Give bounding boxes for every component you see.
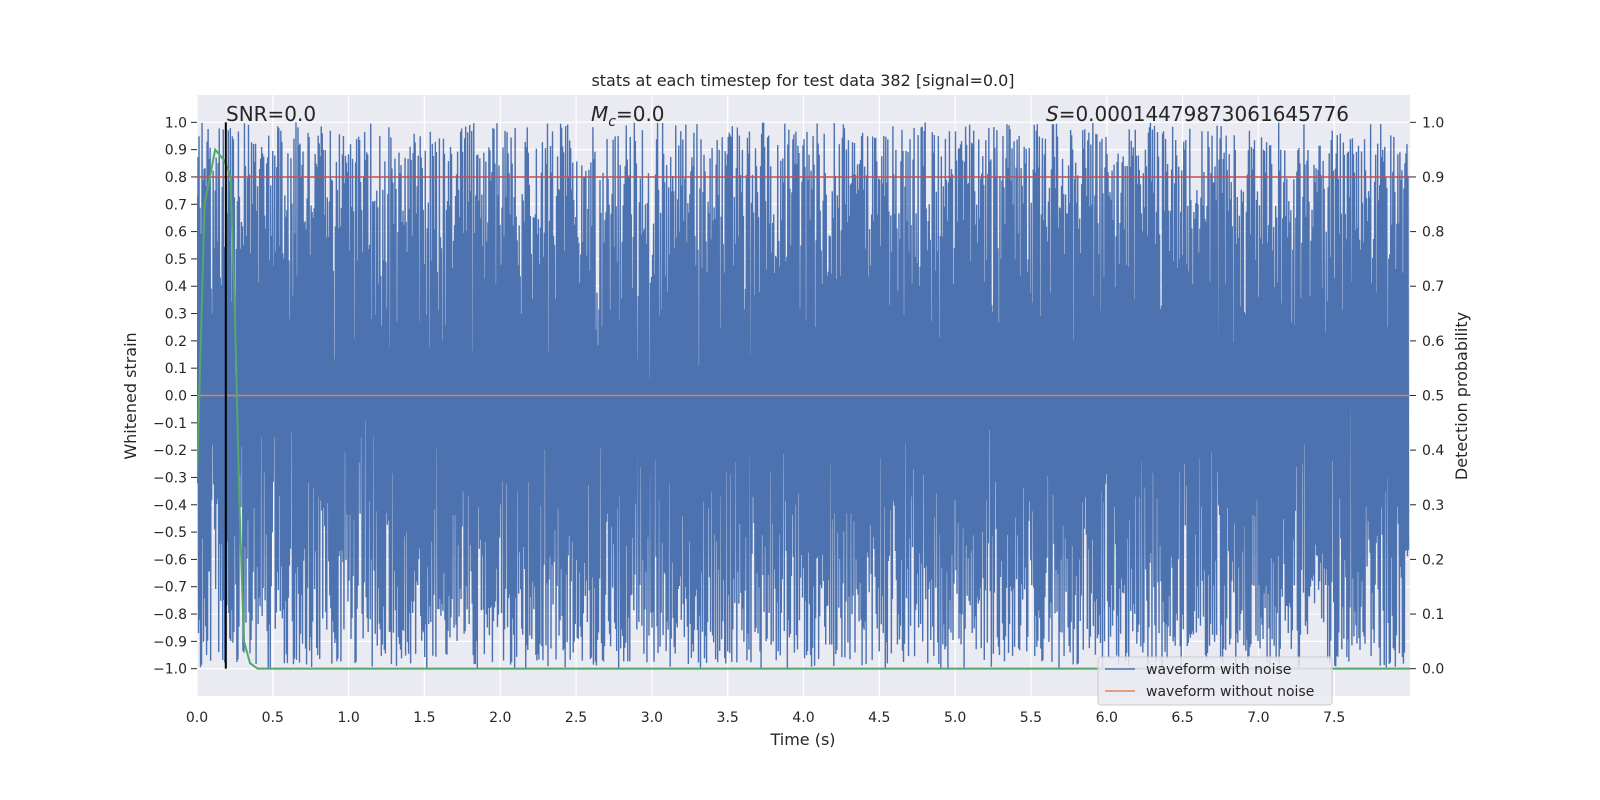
x-tick-label: 2.5 — [565, 710, 587, 726]
y-tick-label: −0.4 — [153, 498, 187, 514]
y-tick-label: 0.5 — [165, 252, 187, 268]
tick-labels: 0.0 0.5 1.0 1.5 2.0 2.5 3.0 3.5 4.0 4.5 5.0 5.5 6.0 6… — [153, 115, 1444, 726]
legend: waveform with noise waveform without noi… — [1097, 656, 1333, 706]
x-tick-label: 6.0 — [1096, 710, 1118, 726]
x-tick-label: 5.0 — [944, 710, 966, 726]
x-tick-label: 2.0 — [489, 710, 511, 726]
y2-tick-label: 0.2 — [1422, 552, 1444, 568]
y-tick-label: 0.7 — [165, 197, 187, 213]
mc-value: =0.0 — [616, 102, 665, 126]
y2-tick-label: 0.7 — [1422, 279, 1444, 295]
y-tick-label: 0.1 — [165, 361, 187, 377]
s-annotation: S=0.00014479873061645776 — [1046, 102, 1349, 126]
mc-subscript: c — [608, 114, 616, 130]
y-tick-label: −0.5 — [153, 525, 187, 541]
y-tick-label: 0.9 — [165, 143, 187, 159]
snr-annotation: SNR=0.0 — [226, 102, 316, 126]
y-tick-label: −0.7 — [153, 580, 187, 596]
y2-tick-label: 0.4 — [1422, 443, 1444, 459]
x-tick-label: 7.0 — [1247, 710, 1269, 726]
legend-entry-clean: waveform without noise — [1146, 684, 1314, 700]
y-tick-label: −0.9 — [153, 634, 187, 650]
y-axis-label: Whitened strain — [121, 332, 140, 459]
y2-axis-label: Detection probability — [1452, 312, 1471, 480]
series-layer — [197, 122, 1410, 670]
y2-tick-label: 0.3 — [1422, 498, 1444, 514]
y-tick-label: −0.3 — [153, 470, 187, 486]
y-tick-label: −0.6 — [153, 552, 187, 568]
mc-annotation: Mc=0.0 — [591, 102, 665, 130]
y-tick-label: −1.0 — [153, 662, 187, 678]
x-tick-label: 1.0 — [337, 710, 359, 726]
x-tick-label: 4.0 — [792, 710, 814, 726]
x-tick-label: 3.5 — [717, 710, 739, 726]
y-tick-label: 0.2 — [165, 334, 187, 350]
chart-title: stats at each timestep for test data 382… — [591, 71, 1014, 90]
x-axis-label: Time (s) — [769, 730, 835, 749]
legend-box — [1097, 656, 1333, 706]
x-tick-label: 5.5 — [1020, 710, 1042, 726]
y2-tick-label: 0.8 — [1422, 225, 1444, 241]
y2-tick-label: 0.1 — [1422, 607, 1444, 623]
x-tick-label: 1.5 — [413, 710, 435, 726]
y-tick-label: 0.6 — [165, 225, 187, 241]
legend-entry-noise: waveform with noise — [1146, 662, 1291, 678]
s-value: =0.00014479873061645776 — [1059, 102, 1349, 126]
y-tick-label: 0.8 — [165, 170, 187, 186]
mc-symbol: M — [591, 102, 608, 126]
x-tick-label: 7.5 — [1323, 710, 1345, 726]
x-tick-label: 0.0 — [186, 710, 208, 726]
y-tick-label: −0.1 — [153, 416, 187, 432]
x-tick-label: 4.5 — [868, 710, 890, 726]
x-tick-label: 6.5 — [1171, 710, 1193, 726]
y2-tick-label: 0.6 — [1422, 334, 1444, 350]
y2-tick-label: 1.0 — [1422, 115, 1444, 131]
y-tick-label: 0.0 — [165, 389, 187, 405]
y-tick-label: 0.3 — [165, 307, 187, 323]
y-tick-label: −0.8 — [153, 607, 187, 623]
y-tick-label: −0.2 — [153, 443, 187, 459]
s-symbol: S — [1046, 102, 1059, 126]
x-tick-label: 3.0 — [641, 710, 663, 726]
x-tick-label: 0.5 — [262, 710, 284, 726]
y-tick-label: 0.4 — [165, 279, 187, 295]
y2-tick-label: 0.5 — [1422, 389, 1444, 405]
y-tick-label: 1.0 — [165, 115, 187, 131]
y2-tick-label: 0.9 — [1422, 170, 1444, 186]
series-noise-waveform — [197, 122, 1410, 669]
series-detection-probability — [197, 147, 1410, 670]
y2-tick-label: 0.0 — [1422, 662, 1444, 678]
